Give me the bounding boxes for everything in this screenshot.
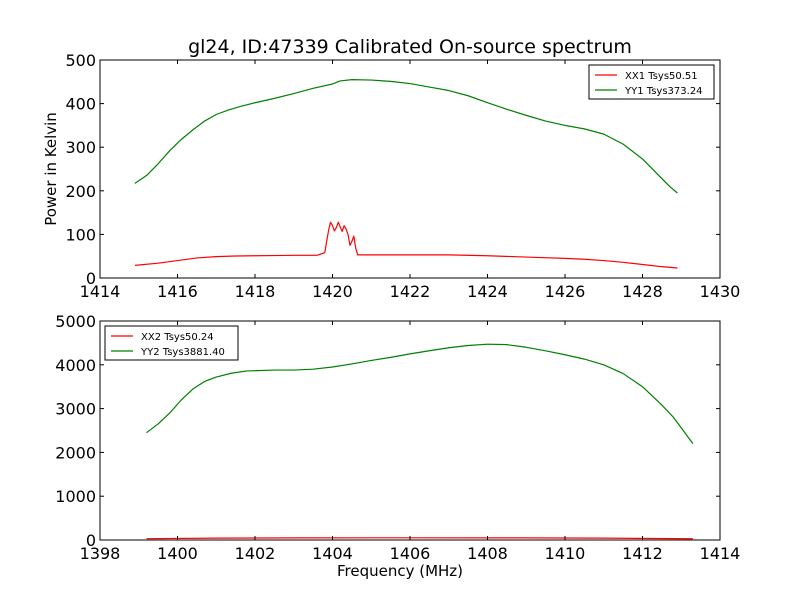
y-tick-label: 500 (65, 51, 96, 70)
y-tick-label: 0 (86, 531, 96, 550)
legend-box (104, 325, 239, 361)
y-axis-label: Power in Kelvin (42, 112, 60, 226)
legend-label-1: XX1 Tsys50.51 (625, 71, 698, 82)
y-tick-label: 2000 (55, 443, 96, 462)
y-tick-label: 0 (86, 269, 96, 288)
series-line-1 (134, 221, 678, 269)
x-axis-label: Frequency (MHz) (337, 562, 463, 580)
x-tick-label: 1430 (700, 282, 741, 301)
legend: XX1 Tsys50.51 YY1 Tsys373.24 (588, 64, 715, 100)
y-tick-label: 1000 (55, 487, 96, 506)
figure-title: gl24, ID:47339 Calibrated On-source spec… (188, 36, 632, 58)
series-line-2 (134, 79, 678, 194)
x-tick-label: 1414 (700, 544, 741, 563)
bottom-panel: 1398 1400 1402 1404 1406 1408 1410 1412 1414 0 100… (55, 312, 740, 580)
series-line-2 (146, 343, 694, 444)
x-tick-label: 1414 (80, 282, 121, 301)
y-tick-label: 5000 (55, 312, 96, 331)
x-tick-label: 1404 (312, 544, 353, 563)
x-tick-label: 1418 (235, 282, 276, 301)
legend-label-1: XX2 Tsys50.24 (141, 332, 214, 343)
legend-box (588, 64, 715, 100)
y-tick-label: 300 (65, 138, 96, 157)
x-tick-label: 1412 (622, 544, 663, 563)
y-tick-label: 3000 (55, 400, 96, 419)
x-tick-label: 1406 (390, 544, 431, 563)
legend-label-2: YY1 Tsys373.24 (624, 86, 703, 97)
x-tick-label: 1426 (545, 282, 586, 301)
x-tick-label: 1410 (545, 544, 586, 563)
x-tick-label: 1422 (390, 282, 431, 301)
x-tick-label: 1408 (467, 544, 508, 563)
x-tick-label: 1398 (80, 544, 121, 563)
x-tick-label: 1424 (467, 282, 508, 301)
y-tick-label: 4000 (55, 356, 96, 375)
legend-label-2: YY2 Tsys3881.40 (140, 347, 225, 358)
top-panel: 1414 1416 1418 1420 1422 1424 1426 1428 1430 0 100… (42, 51, 740, 301)
y-tick-label: 400 (65, 95, 96, 114)
x-tick-label: 1416 (157, 282, 198, 301)
x-tick-label: 1400 (157, 544, 198, 563)
y-tick-label: 100 (65, 225, 96, 244)
y-tick-label: 200 (65, 182, 96, 201)
x-tick-label: 1402 (235, 544, 276, 563)
x-tick-label: 1420 (312, 282, 353, 301)
x-tick-label: 1428 (622, 282, 663, 301)
legend: XX2 Tsys50.24 YY2 Tsys3881.40 (104, 325, 239, 361)
